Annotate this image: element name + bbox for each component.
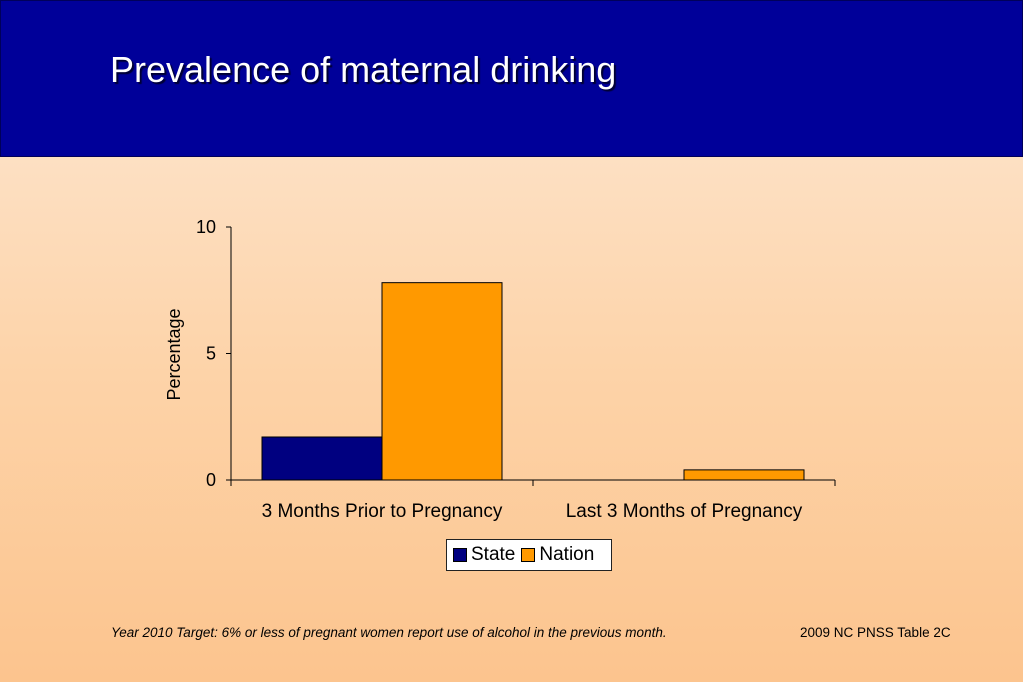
legend-swatch-nation: [521, 548, 536, 562]
y-axis-label: Percentage: [164, 308, 184, 400]
legend-label-nation: Nation: [539, 544, 595, 565]
x-tick-label: 3 Months Prior to Pregnancy: [262, 501, 503, 522]
source-citation: 2009 NC PNSS Table 2C: [800, 625, 951, 640]
y-tick-label: 0: [206, 470, 216, 490]
slide-title: Prevalence of maternal drinking: [110, 49, 617, 90]
legend-swatch-state: [453, 548, 467, 562]
legend-item-state: State: [453, 544, 515, 566]
target-footnote: Year 2010 Target: 6% or less of pregnant…: [111, 625, 667, 640]
title-banner: Prevalence of maternal drinking: [0, 0, 1023, 157]
legend-label-state: State: [471, 544, 516, 565]
chart-legend: State Nation: [446, 539, 612, 571]
bar-nation: [683, 469, 805, 481]
legend-item-nation: Nation: [521, 544, 594, 566]
bar-state: [261, 436, 383, 481]
bar-nation: [381, 282, 503, 481]
x-tick-label: Last 3 Months of Pregnancy: [566, 501, 803, 522]
y-tick-label: 5: [206, 344, 216, 364]
y-tick-label: 10: [196, 217, 216, 237]
